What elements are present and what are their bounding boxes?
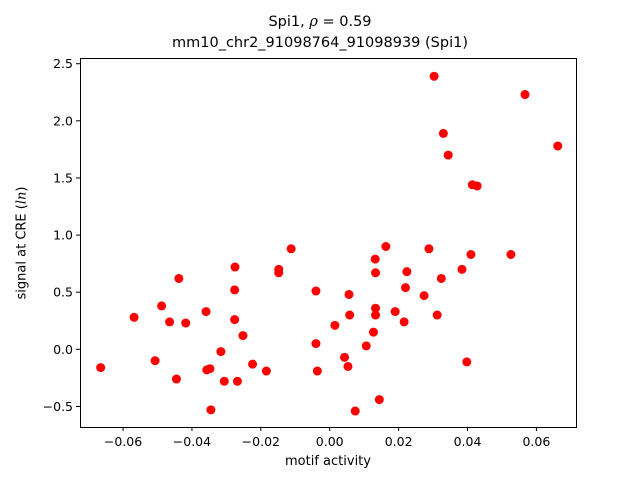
scatter-point (311, 339, 321, 349)
scatter-point (436, 273, 446, 283)
scatter-point (438, 128, 448, 138)
scatter-point (232, 376, 242, 386)
scatter-point (401, 283, 410, 293)
x-tick-label: 0.04 (454, 434, 482, 449)
y-tick-label: −0.5 (43, 399, 73, 414)
scatter-point (344, 289, 354, 299)
scatter-point (399, 317, 409, 327)
scatter-point (361, 341, 371, 351)
scatter-point (230, 262, 240, 272)
scatter-point (96, 363, 106, 373)
x-axis-label: motif activity (285, 454, 371, 469)
scatter-point (174, 273, 184, 283)
x-axis-ticks: −0.06 −0.04 −0.02 0.00 0.02 0.04 0.06 (104, 427, 550, 449)
x-tick-label: −0.06 (104, 434, 142, 449)
scatter-point (219, 376, 229, 386)
y-axis-label-italic: ln (14, 191, 30, 205)
scatter-point (129, 312, 139, 322)
scatter-point (370, 254, 380, 264)
scatter-point (312, 366, 322, 376)
chart-title-rho-symbol: ρ (309, 14, 318, 30)
scatter-point (350, 406, 360, 416)
scatter-point (230, 285, 240, 295)
scatter-point (171, 374, 181, 384)
scatter-point (553, 141, 563, 151)
scatter-point (230, 315, 240, 325)
scatter-point (371, 310, 381, 320)
chart-subtitle: mm10_chr2_91098764_91098939 (Spi1) (172, 35, 468, 51)
scatter-point (340, 352, 350, 362)
y-tick-label: 2.5 (53, 56, 73, 71)
scatter-point (466, 249, 476, 259)
scatter-point (205, 364, 215, 374)
scatter-point (330, 320, 340, 330)
scatter-point (506, 249, 516, 259)
scatter-point (371, 268, 381, 278)
scatter-point (457, 264, 467, 274)
scatter-point (150, 356, 160, 366)
y-tick-label: 1.0 (53, 228, 73, 243)
scatter-point (238, 331, 248, 341)
y-axis-label: signal at CRE (ln) (15, 187, 30, 300)
x-tick-label: −0.04 (173, 434, 211, 449)
scatter-point (402, 267, 412, 277)
scatter-point (157, 301, 167, 311)
y-tick-label: 0.5 (53, 285, 73, 300)
scatter-point (424, 244, 434, 254)
x-tick-label: 0.06 (522, 434, 550, 449)
y-axis-label-prefix: signal at CRE ( (14, 204, 30, 300)
scatter-point (390, 307, 400, 317)
scatter-point (343, 361, 353, 371)
scatter-point (443, 150, 453, 160)
x-tick-label: 0.02 (385, 434, 413, 449)
chart-title: Spi1, ρ = 0.59 (0, 14, 640, 30)
scatter-point (274, 268, 284, 278)
scatter-point (286, 244, 296, 254)
scatter-point (419, 291, 429, 301)
scatter-point (374, 395, 384, 405)
y-tick-label: 2.0 (53, 113, 73, 128)
scatter-point (368, 327, 378, 337)
scatter-point (472, 181, 482, 191)
scatter-point (429, 71, 439, 81)
y-tick-label: 1.5 (53, 170, 73, 185)
scatter-point (381, 241, 391, 251)
x-tick-label: 0.00 (316, 434, 344, 449)
scatter-point (261, 366, 271, 376)
scatter-point (206, 405, 216, 415)
chart-title-rho-value: = 0.59 (317, 14, 372, 30)
scatter-point (371, 303, 381, 313)
scatter-point (201, 307, 211, 317)
scatter-point (216, 347, 226, 357)
scatter-point (462, 357, 472, 367)
scatter-point (165, 317, 175, 327)
y-axis-ticks: −0.5 0.0 0.5 1.0 1.5 2.0 2.5 (43, 56, 80, 414)
scatter-points (96, 71, 563, 416)
scatter-point (248, 359, 258, 369)
x-tick-label: −0.02 (242, 434, 280, 449)
y-tick-label: 0.0 (53, 342, 73, 357)
chart-title-prefix: Spi1, (268, 14, 310, 30)
scatter-point (520, 90, 530, 100)
scatter-point (311, 286, 321, 296)
scatter-point (181, 318, 191, 328)
scatter-point (345, 310, 355, 320)
scatter-point (432, 310, 442, 320)
y-axis-label-suffix: ) (14, 186, 30, 192)
plot-frame (80, 58, 577, 428)
